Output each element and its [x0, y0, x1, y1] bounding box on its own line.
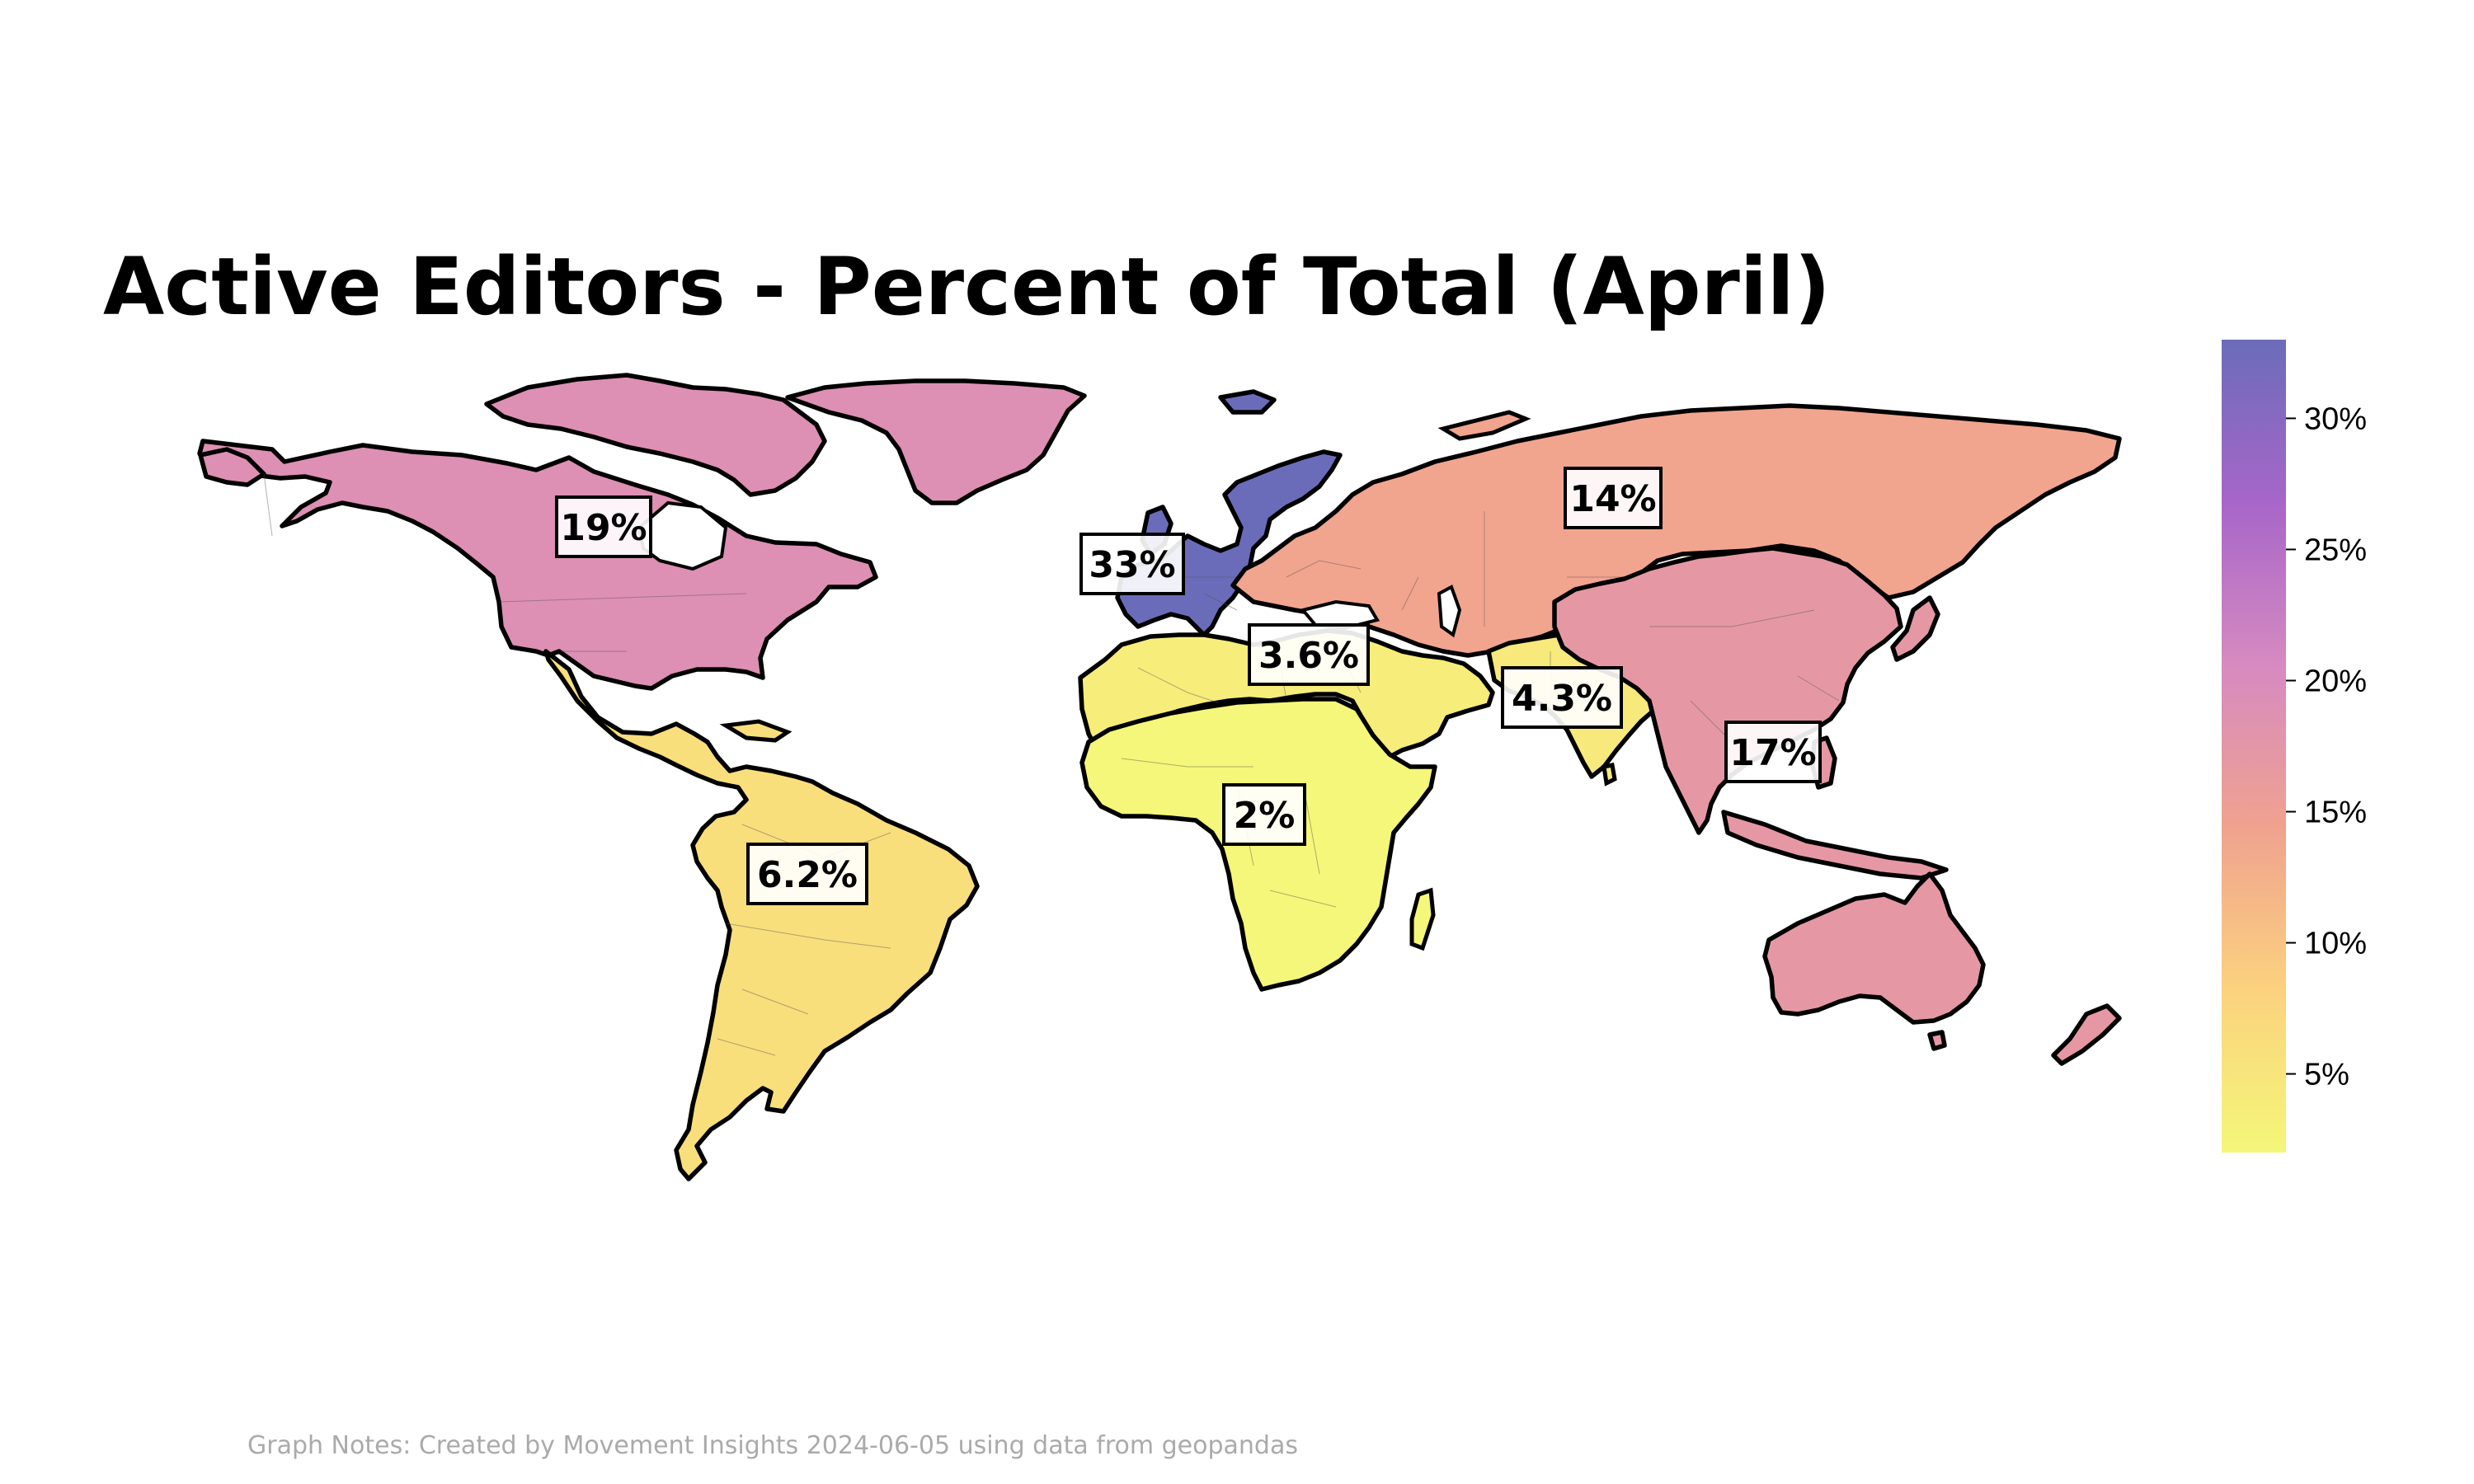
region-shape-latin-america: [543, 649, 980, 1181]
label-group-eastern-europe: 14%: [1564, 467, 1663, 529]
region-shape-northern-america: [197, 439, 878, 691]
colorbar-tick-label: 20%: [2304, 664, 2367, 698]
value-labels: 19% 6.2% 33% 14% 3.6% 2% 4.3% 17%: [555, 467, 1822, 905]
colorbar-tick-label: 15%: [2304, 796, 2367, 830]
caribbean-islands: [719, 719, 793, 743]
colorbar-tick-label: 5%: [2304, 1058, 2349, 1092]
value-label-latin-america: 6.2%: [757, 854, 858, 896]
label-group-latin-america: 6.2%: [746, 843, 868, 905]
label-group-northern-america: 19%: [555, 495, 652, 558]
region-shape-arctic-islands: [484, 373, 827, 497]
value-label-south-asia: 4.3%: [1512, 678, 1612, 720]
region-shape-indonesia: [1721, 810, 1949, 881]
value-label-sub-saharan-africa: 2%: [1234, 795, 1296, 837]
colorbar-ticks: 5% 10% 15% 20% 25% 30%: [2286, 402, 2367, 1092]
colorbar: 5% 10% 15% 20% 25% 30%: [2222, 340, 2367, 1153]
value-label-northern-america: 19%: [560, 507, 647, 549]
region-northern-america[interactable]: [197, 373, 1087, 691]
caspian-sea: [1437, 585, 1462, 638]
region-east-southeast-asia-pacific[interactable]: [1552, 546, 2122, 1066]
value-label-western-europe: 33%: [1089, 544, 1175, 586]
label-group-sub-saharan-africa: 2%: [1222, 783, 1306, 846]
colorbar-tick-label: 10%: [2304, 927, 2367, 961]
chart-title: Active Editors - Percent of Total (April…: [103, 241, 1831, 333]
value-label-box-northern-america: [555, 495, 652, 558]
region-shape-japan: [1890, 595, 1940, 662]
value-label-box-east-asia-pacific: [1724, 721, 1822, 783]
region-shape-new-zealand: [2051, 1003, 2122, 1066]
label-group-east-asia-pacific: 17%: [1724, 721, 1822, 783]
region-shape-alaska: [198, 447, 266, 487]
label-group-western-europe: 33%: [1079, 533, 1185, 595]
region-shape-tasmania: [1927, 1030, 1947, 1051]
colorbar-tick-label: 30%: [2304, 402, 2367, 436]
region-shape-greenland: [785, 378, 1087, 505]
label-group-south-asia: 4.3%: [1501, 666, 1623, 729]
value-label-box-south-asia: [1501, 666, 1623, 729]
value-label-box-sub-saharan-africa: [1222, 783, 1306, 846]
colorbar-gradient: [2222, 340, 2286, 1153]
label-group-middle-east-north-africa: 3.6%: [1248, 623, 1370, 686]
region-shape-iceland: [1218, 389, 1277, 415]
value-label-box-eastern-europe: [1564, 467, 1663, 529]
region-latin-america[interactable]: [543, 649, 980, 1181]
region-eastern-europe-central-asia[interactable]: [1230, 403, 2122, 658]
graph-notes: Graph Notes: Created by Movement Insight…: [247, 1431, 1298, 1460]
novaya-zemlya: [1437, 410, 1531, 441]
colorbar-tick-label: 25%: [2304, 533, 2367, 567]
sri-lanka: [1602, 763, 1617, 787]
value-label-box-mena: [1248, 623, 1370, 686]
value-label-eastern-europe: 14%: [1569, 478, 1656, 520]
value-label-mena: 3.6%: [1258, 635, 1359, 677]
value-label-box-western-europe: [1079, 533, 1185, 595]
region-shape-australia: [1762, 871, 1986, 1025]
value-label-box-latin-america: [746, 843, 868, 905]
value-label-east-asia-pacific: 17%: [1729, 732, 1816, 774]
madagascar: [1409, 887, 1436, 951]
